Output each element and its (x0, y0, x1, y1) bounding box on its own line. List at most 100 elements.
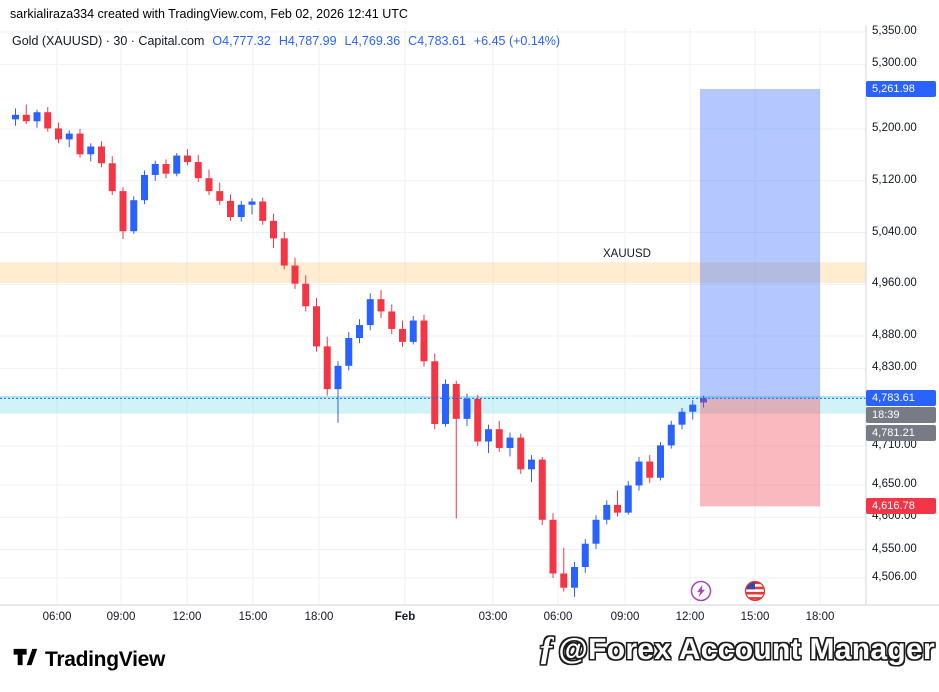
candle-body (485, 429, 492, 442)
candle-body (700, 398, 707, 403)
candle-body (657, 445, 664, 478)
candle-body (366, 299, 374, 326)
price-axis-badges: 5,261.98 4,783.61 18:39 4,781.21 4,616.78 (866, 0, 937, 605)
candle-body (388, 311, 396, 329)
attribution-text: sarkialiraza334 created with TradingView… (10, 7, 408, 21)
time-tick-label: 09:00 (610, 611, 640, 623)
candle-body (409, 320, 417, 342)
price-change: +6.45 (+0.14%) (473, 34, 561, 48)
supply-zone[interactable] (0, 262, 866, 284)
candle-body (614, 504, 621, 513)
price-tick-label: 4,880.00 (872, 329, 917, 342)
economic-event-us-flag-icon[interactable] (744, 580, 766, 602)
channel-logo-icon: ƒ (538, 630, 556, 667)
price-tick-label: 5,300.00 (872, 57, 917, 70)
ohlc-low-label: L (344, 34, 352, 48)
axis-price-badge: 5,261.98 (866, 80, 936, 97)
ohlc-close-value: 4,783.61 (417, 34, 466, 48)
economic-events-row (0, 580, 866, 602)
candle-body (22, 114, 30, 122)
time-tick-label: 03:00 (478, 611, 508, 623)
candle-body (302, 283, 310, 307)
candle-body (667, 424, 675, 446)
time-tick-label: 06:00 (42, 611, 72, 623)
ohlc-high-label: H (278, 34, 288, 48)
time-tick-label: 15:00 (740, 611, 770, 623)
price-tick-label: 4,830.00 (872, 361, 917, 374)
candle-body (194, 162, 202, 179)
time-tick-label: 09:00 (106, 611, 136, 623)
ohlc-open-value: 4,777.32 (222, 34, 271, 48)
loss-zone-box[interactable] (700, 398, 820, 507)
candle-body (270, 220, 277, 239)
price-tick-label: 4,506.00 (872, 571, 917, 583)
candle-body (581, 543, 589, 568)
candles-layer (12, 104, 707, 597)
tradingview-logo-icon (12, 646, 38, 673)
candle-body (280, 238, 288, 266)
candle-body (517, 437, 525, 470)
channel-watermark: ƒ @Forex Account Manager (538, 630, 935, 668)
time-tick-label: 15:00 (238, 611, 268, 623)
axis-price-badge: 4,616.78 (866, 498, 936, 515)
time-tick-label: 18:00 (304, 611, 334, 623)
ohlc-high-value: 4,787.99 (287, 34, 337, 48)
candle-body (108, 163, 116, 192)
candle-body (205, 178, 213, 192)
ohlc-close-label: C (408, 34, 418, 48)
position-tool[interactable] (0, 88, 866, 507)
candle-body (646, 461, 654, 478)
price-axis[interactable]: 5,350.00 5,300.00 5,200.00 5,120.00 5,040.00… (872, 0, 936, 605)
candle-body (141, 174, 148, 201)
axis-price-badge: 18:39 (866, 407, 936, 424)
candle-body (334, 365, 342, 390)
price-tick-label: 5,350.00 (872, 25, 917, 37)
candle-body (442, 383, 449, 425)
time-tick-label: 18:00 (805, 611, 835, 623)
candle-body (689, 404, 697, 412)
ohlc-low: L4,769.36 (345, 34, 401, 48)
candle-body (474, 398, 482, 442)
candle-body (463, 398, 471, 419)
axis-price-badge: 4,783.61 (866, 390, 936, 407)
candle-body (592, 519, 600, 544)
ohlc-open-label: O (212, 34, 223, 48)
candle-body (130, 200, 138, 232)
candle-body (549, 519, 557, 574)
price-tick-label: 4,650.00 (872, 477, 917, 490)
candle-body (377, 299, 385, 312)
candle-body (44, 112, 52, 129)
candle-body (323, 346, 331, 390)
candle-body (87, 146, 95, 155)
time-tick-label: 06:00 (543, 611, 573, 623)
candle-body (291, 265, 299, 284)
candle-body (506, 437, 514, 448)
symbol-label: XAUUSD (603, 248, 651, 260)
time-tick-label: 12:00 (675, 611, 705, 623)
price-tick-label: 5,120.00 (872, 173, 917, 186)
candle-body (356, 325, 363, 338)
candle-body (151, 163, 159, 175)
candle-body (12, 114, 19, 120)
candle-body (538, 459, 546, 520)
candle-body (399, 328, 406, 342)
candle-body (624, 485, 632, 513)
candle-body (431, 361, 439, 425)
chart-legend[interactable]: Gold (XAUUSD) · 30 · Capital.com O4,777.… (12, 34, 560, 48)
candle-body (420, 320, 428, 362)
time-axis[interactable]: 06:00 09:00 12:00 15:00 18:00 Feb 03:00 06:00 09… (0, 611, 866, 631)
ohlc-open: O4,777.32 (212, 34, 270, 48)
price-tick-label: 4,960.00 (872, 277, 917, 290)
price-tick-label: 4,550.00 (872, 542, 917, 555)
profit-zone-box[interactable] (700, 88, 820, 399)
economic-event-lightning-icon[interactable] (690, 580, 712, 602)
candle-body (33, 112, 41, 122)
tradingview-logo-text: TradingView (45, 647, 166, 671)
candle-body (603, 504, 611, 520)
tradingview-logo[interactable]: TradingView (12, 646, 165, 673)
ohlc-low-value: 4,769.36 (351, 34, 401, 48)
symbol-title[interactable]: Gold (XAUUSD) · 30 · Capital.com (12, 34, 205, 48)
candle-body (678, 411, 686, 425)
candle-body (184, 155, 191, 163)
